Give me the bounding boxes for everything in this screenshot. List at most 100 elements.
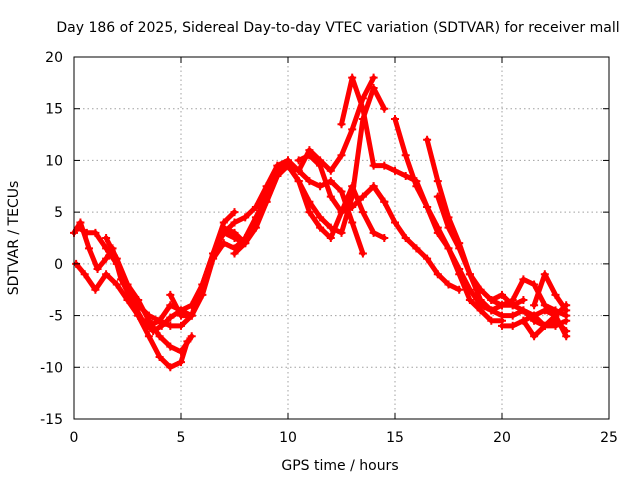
data-point [177,311,185,320]
data-point [155,332,164,341]
y-axis-label: SDTVAR / TECUs [6,181,22,296]
data-point [498,321,506,330]
data-point [337,151,346,160]
data-point [348,125,357,134]
data-point [177,358,185,367]
data-point [391,115,399,124]
data-point [80,270,89,279]
data-point [262,197,271,206]
data-point [551,290,560,299]
series-18 [530,270,571,315]
data-point [102,234,111,242]
data-point [166,313,175,322]
data-point [391,166,399,175]
data-point [540,270,549,279]
data-point [337,120,346,129]
data-point [273,171,282,180]
data-point [337,187,346,196]
y-tick-label: 10 [45,153,63,169]
x-tick-label: 0 [70,430,79,446]
data-point [187,332,196,341]
data-point [540,321,549,330]
data-point [444,244,453,253]
data-point [476,285,485,294]
data-point [444,280,453,289]
data-point [177,321,185,330]
data-point [498,311,506,320]
data-point [209,249,218,258]
data-point [562,316,571,325]
data-point [166,342,175,351]
data-point [305,151,314,160]
data-point [305,177,314,186]
data-point [423,254,432,263]
data-point [230,234,239,242]
data-point [358,104,367,113]
data-point [294,166,303,175]
data-point [380,234,389,242]
data-point [423,135,432,144]
x-tick-label: 25 [600,430,618,446]
data-point [84,244,93,253]
data-point [465,285,474,294]
data-point [326,166,335,175]
data-point [433,177,442,186]
series-layer [70,73,571,372]
data-point [326,177,335,186]
data-point [348,73,357,82]
data-point [91,285,100,294]
data-point [433,192,442,201]
data-point [155,316,164,325]
data-point [562,306,571,315]
data-point [433,270,442,279]
data-point [530,301,539,310]
data-point [562,332,571,341]
data-point [166,290,175,299]
data-point [219,228,228,237]
series-12 [391,115,528,315]
data-point [412,244,421,253]
data-point [433,223,442,232]
data-point [155,352,164,361]
data-point [476,296,485,305]
data-point [401,151,410,160]
data-point [551,311,560,320]
data-point [134,301,143,310]
data-point [112,280,121,289]
data-point [337,208,346,217]
data-point [380,104,389,113]
data-point [337,228,346,237]
data-point [348,218,357,227]
grid-layer [74,57,609,419]
data-point [326,234,335,242]
data-point [177,347,185,356]
series-2 [72,259,192,372]
data-point [519,275,528,284]
data-point [391,218,399,227]
data-point [93,265,102,274]
data-point [102,254,111,263]
data-point [326,192,335,201]
data-point [230,249,239,258]
data-point [412,182,421,191]
data-point [251,218,260,227]
data-point [465,296,474,305]
data-point [358,249,367,258]
data-point [166,321,175,330]
data-point [294,156,303,165]
data-point [487,316,496,325]
data-point [348,202,357,211]
data-point [540,301,549,310]
data-point [369,73,378,82]
data-point [241,239,250,248]
series-line [392,116,526,313]
data-point [74,223,83,232]
data-point [187,311,196,320]
data-point [123,280,132,289]
data-point [519,316,528,325]
data-point [76,218,85,227]
data-point [284,161,292,170]
data-point [380,197,389,206]
data-point [455,285,464,294]
